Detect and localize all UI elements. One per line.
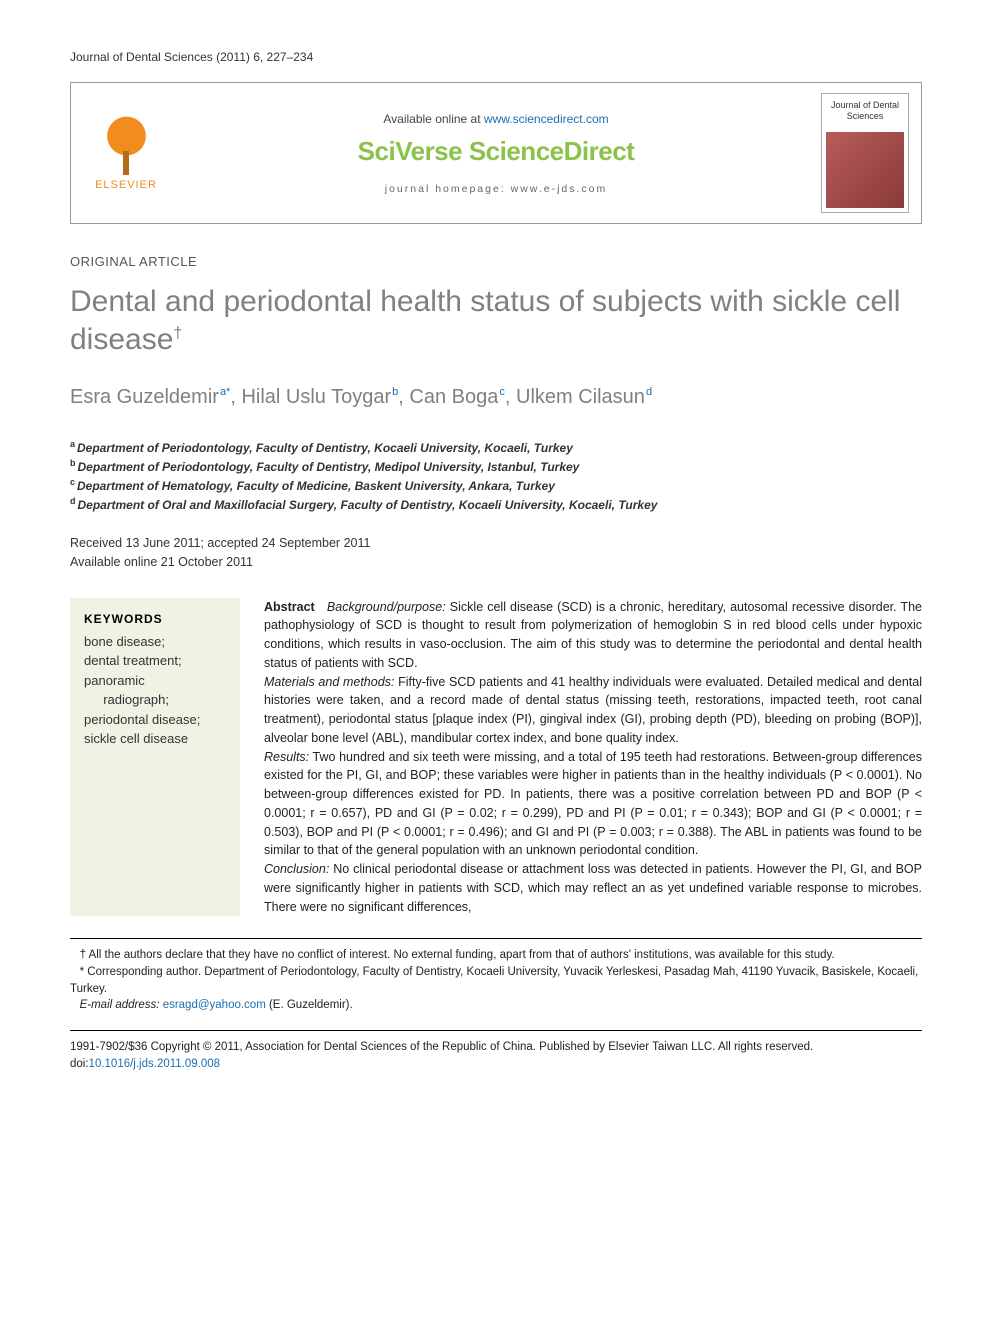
- sciencedirect-link[interactable]: www.sciencedirect.com: [484, 112, 609, 126]
- author-3-mark: d: [646, 386, 652, 398]
- res-heading: Results:: [264, 750, 309, 764]
- journal-cover: Journal of Dental Sciences: [821, 93, 909, 213]
- footnotes: † All the authors declare that they have…: [70, 938, 922, 1014]
- journal-reference: Journal of Dental Sciences (2011) 6, 227…: [70, 50, 922, 64]
- article-title: Dental and periodontal health status of …: [70, 283, 922, 358]
- author-2: Can Boga: [409, 386, 498, 408]
- authors-line: Esra Guzeldemira*, Hilal Uslu Toygarb, C…: [70, 386, 922, 409]
- footnote-email: E-mail address: esragd@yahoo.com (E. Guz…: [70, 997, 922, 1014]
- aff-text-a: Department of Periodontology, Faculty of…: [77, 441, 573, 455]
- aff-mark-b: b: [70, 458, 76, 468]
- cover-image: [826, 132, 904, 208]
- con-text: No clinical periodontal disease or attac…: [264, 862, 922, 914]
- dates-block: Received 13 June 2011; accepted 24 Septe…: [70, 534, 922, 572]
- author-3: Ulkem Cilasun: [516, 386, 645, 408]
- header-box: ELSEVIER Available online at www.science…: [70, 82, 922, 224]
- email-link[interactable]: esragd@yahoo.com: [163, 999, 266, 1011]
- journal-homepage: journal homepage: www.e-jds.com: [191, 183, 801, 195]
- affiliation-c: cDepartment of Hematology, Faculty of Me…: [70, 477, 922, 493]
- email-label: E-mail address:: [80, 999, 163, 1011]
- elsevier-logo: ELSEVIER: [71, 83, 181, 223]
- email-suffix: (E. Guzeldemir).: [266, 999, 353, 1011]
- availability-prefix: Available online at: [383, 112, 484, 126]
- elsevier-label: ELSEVIER: [95, 179, 157, 191]
- journal-cover-cell: Journal of Dental Sciences: [811, 83, 921, 223]
- author-0: Esra Guzeldemir: [70, 386, 219, 408]
- aff-mark-d: d: [70, 496, 76, 506]
- keyword-4: sickle cell disease: [84, 729, 226, 749]
- header-center: Available online at www.sciencedirect.co…: [181, 83, 811, 223]
- sciverse-brand: SciVerse ScienceDirect: [191, 136, 801, 167]
- abstract: Abstract Background/purpose: Sickle cell…: [264, 598, 922, 917]
- doi-line: doi:10.1016/j.jds.2011.09.008: [70, 1056, 922, 1073]
- con-heading: Conclusion:: [264, 862, 329, 876]
- title-dagger: †: [173, 325, 182, 342]
- author-0-mark: a*: [220, 386, 230, 398]
- copyright-block: 1991-7902/$36 Copyright © 2011, Associat…: [70, 1030, 922, 1072]
- keyword-2: panoramic radiograph;: [84, 671, 226, 710]
- aff-text-c: Department of Hematology, Faculty of Med…: [77, 479, 555, 493]
- aff-text-d: Department of Oral and Maxillofacial Sur…: [78, 498, 658, 512]
- footnote-dagger-text: † All the authors declare that they have…: [80, 949, 835, 961]
- bg-heading: Background/purpose:: [327, 600, 446, 614]
- availability-line: Available online at www.sciencedirect.co…: [191, 112, 801, 126]
- keyword-1: dental treatment;: [84, 651, 226, 671]
- author-2-mark: c: [499, 386, 505, 398]
- author-1-mark: b: [392, 386, 398, 398]
- title-text: Dental and periodontal health status of …: [70, 285, 900, 356]
- footnote-dagger: † All the authors declare that they have…: [70, 947, 922, 964]
- available-online: Available online 21 October 2011: [70, 553, 922, 572]
- mm-heading: Materials and methods:: [264, 675, 394, 689]
- cover-title: Journal of Dental Sciences: [822, 94, 908, 128]
- affiliations: aDepartment of Periodontology, Faculty o…: [70, 439, 922, 512]
- footnote-corresp-text: * Corresponding author. Department of Pe…: [70, 966, 918, 995]
- footnote-corresp: * Corresponding author. Department of Pe…: [70, 964, 922, 997]
- abstract-label: Abstract: [264, 600, 315, 614]
- doi-link[interactable]: 10.1016/j.jds.2011.09.008: [89, 1058, 221, 1070]
- keyword-3: periodontal disease;: [84, 710, 226, 730]
- copyright-line: 1991-7902/$36 Copyright © 2011, Associat…: [70, 1039, 922, 1056]
- received-accepted: Received 13 June 2011; accepted 24 Septe…: [70, 534, 922, 553]
- keyword-0: bone disease;: [84, 632, 226, 652]
- elsevier-tree-icon: [99, 115, 154, 175]
- article-type: ORIGINAL ARTICLE: [70, 254, 922, 269]
- affiliation-d: dDepartment of Oral and Maxillofacial Su…: [70, 496, 922, 512]
- keywords-heading: KEYWORDS: [84, 612, 226, 626]
- content-row: KEYWORDS bone disease; dental treatment;…: [70, 598, 922, 917]
- res-text: Two hundred and six teeth were missing, …: [264, 750, 922, 858]
- aff-mark-c: c: [70, 477, 75, 487]
- aff-text-b: Department of Periodontology, Faculty of…: [78, 460, 580, 474]
- affiliation-b: bDepartment of Periodontology, Faculty o…: [70, 458, 922, 474]
- aff-mark-a: a: [70, 439, 75, 449]
- keywords-box: KEYWORDS bone disease; dental treatment;…: [70, 598, 240, 917]
- author-1: Hilal Uslu Toygar: [241, 386, 391, 408]
- affiliation-a: aDepartment of Periodontology, Faculty o…: [70, 439, 922, 455]
- doi-prefix: doi:: [70, 1058, 89, 1070]
